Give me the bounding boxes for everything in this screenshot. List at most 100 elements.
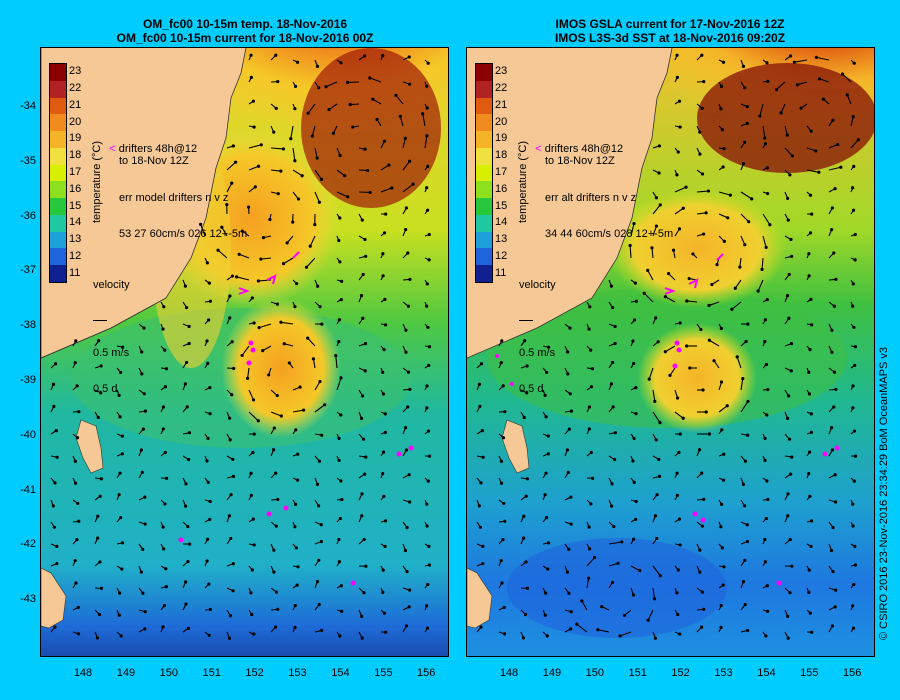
- current-arrow-head: [779, 111, 783, 115]
- current-arrow-head: [758, 114, 762, 118]
- colorbar-tick-label: 12: [69, 249, 82, 262]
- current-arrow: [314, 191, 320, 203]
- current-arrow-head: [500, 339, 504, 343]
- current-arrow-head: [120, 345, 125, 349]
- longitude-label: 148: [499, 667, 519, 679]
- current-arrow-head: [77, 410, 81, 414]
- current-arrow-head: [632, 221, 636, 226]
- current-arrow: [665, 345, 676, 353]
- current-arrow-head: [381, 252, 385, 256]
- colorbar-segment: [476, 231, 492, 249]
- current-arrow-head: [74, 339, 78, 343]
- current-arrow-head: [256, 419, 260, 423]
- current-arrow-head: [830, 624, 835, 628]
- current-arrow-head: [765, 298, 769, 302]
- current-arrow-head: [293, 305, 297, 309]
- current-arrow-head: [337, 436, 341, 441]
- colorbar-segment: [476, 131, 492, 148]
- current-arrow-head: [231, 144, 235, 148]
- current-arrow-head: [830, 425, 834, 430]
- current-arrow-head: [205, 459, 209, 463]
- current-arrow-head: [807, 274, 811, 278]
- current-arrow-head: [52, 525, 56, 529]
- current-arrow-head: [300, 174, 304, 178]
- right-title-line1: IMOS GSLA current for 17-Nov-2016 12Z: [555, 17, 785, 31]
- current-arrow-head: [684, 185, 688, 189]
- colorbar-tick-label: 21: [69, 98, 82, 111]
- current-arrow-head: [833, 473, 837, 477]
- current-arrow: [270, 169, 281, 172]
- current-arrow: [652, 204, 661, 215]
- colorbar-tick-label: 11: [495, 266, 507, 279]
- current-arrow-head: [99, 477, 103, 481]
- current-arrow-head: [786, 196, 790, 200]
- current-arrow-head: [646, 268, 650, 272]
- current-arrow-head: [73, 481, 78, 485]
- current-arrow: [794, 59, 808, 63]
- current-arrow-head: [425, 626, 430, 630]
- current-arrow-head: [808, 611, 812, 615]
- current-arrow: [217, 249, 228, 259]
- current-arrow-head: [316, 504, 321, 508]
- current-arrow-head: [227, 416, 232, 420]
- current-arrow-head: [745, 121, 749, 125]
- current-arrow-head: [406, 304, 411, 308]
- current-arrow-head: [675, 173, 679, 177]
- current-arrow-head: [700, 625, 704, 629]
- current-arrow-head: [807, 392, 812, 396]
- current-arrow-head: [774, 87, 779, 92]
- colorbar-tick-label: 22: [495, 82, 508, 95]
- current-arrow-head: [810, 630, 814, 634]
- current-arrow-head: [525, 391, 529, 395]
- colorbar-tick-label: 17: [495, 166, 508, 178]
- current-arrow-head: [163, 450, 167, 455]
- current-arrow-head: [851, 186, 855, 190]
- current-arrow-head: [738, 265, 742, 269]
- current-arrow-head: [746, 322, 750, 326]
- current-arrow-head: [545, 515, 549, 520]
- current-arrow-head: [743, 459, 748, 463]
- colorbar-segment: [476, 198, 492, 215]
- current-arrow-head: [746, 433, 750, 437]
- current-arrow-head: [853, 563, 858, 567]
- current-arrow-head: [317, 86, 321, 90]
- current-arrow-head: [789, 342, 794, 346]
- current-arrow-head: [362, 591, 366, 595]
- current-arrow-head: [291, 220, 295, 224]
- current-arrow: [652, 411, 661, 423]
- current-arrow-head: [421, 112, 425, 116]
- current-arrow-head: [833, 187, 837, 191]
- current-arrow-head: [502, 632, 507, 636]
- current-arrow-head: [293, 84, 298, 88]
- current-arrow-head: [337, 339, 341, 344]
- current-arrow-head: [788, 173, 792, 177]
- current-arrow-head: [186, 524, 190, 529]
- current-arrow-head: [654, 196, 658, 200]
- current-arrow-head: [425, 384, 429, 388]
- current-arrow-head: [681, 206, 685, 210]
- current-arrow-head: [544, 591, 548, 595]
- current-arrow-head: [251, 99, 256, 103]
- current-arrow-head: [786, 514, 790, 518]
- current-arrow-head: [634, 412, 638, 416]
- current-arrow-head: [657, 144, 661, 148]
- current-arrow-head: [632, 436, 636, 441]
- current-arrow-head: [647, 377, 651, 381]
- current-arrow-head: [164, 367, 169, 371]
- current-arrow-head: [281, 262, 286, 266]
- current-arrow-head: [700, 590, 704, 594]
- current-arrow-head: [296, 452, 300, 456]
- current-arrow: [647, 609, 654, 621]
- current-arrow-head: [228, 614, 233, 618]
- current-arrow-head: [654, 438, 658, 442]
- right-current-arrows: [476, 53, 860, 640]
- longitude-label: 155: [800, 667, 819, 679]
- colorbar-tick-label: 16: [495, 182, 508, 195]
- longitude-label: 151: [628, 667, 647, 679]
- current-arrow-head: [675, 471, 679, 475]
- current-arrow-head: [362, 537, 366, 542]
- current-arrow-head: [361, 272, 365, 277]
- current-arrow-head: [788, 591, 792, 595]
- current-arrow-head: [295, 60, 300, 64]
- current-arrow-head: [339, 413, 343, 417]
